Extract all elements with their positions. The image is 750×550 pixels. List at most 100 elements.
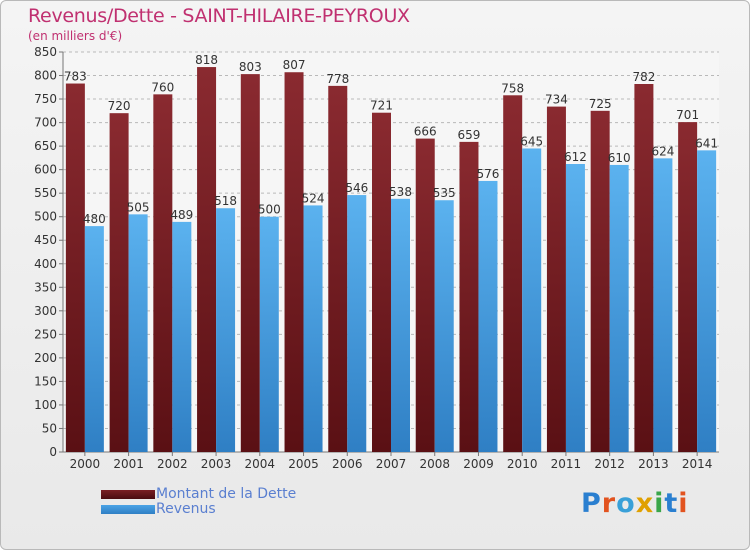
bar-dette xyxy=(153,94,173,453)
data-label-revenus: 645 xyxy=(520,134,543,148)
data-label-revenus: 576 xyxy=(477,167,500,181)
bar-revenus xyxy=(697,150,717,452)
data-label-dette: 701 xyxy=(676,108,699,122)
bar-dette xyxy=(284,72,304,452)
logo-letter: P xyxy=(581,488,602,519)
x-tick-label: 2002 xyxy=(157,457,188,471)
bar-dette xyxy=(240,74,260,452)
y-tick-label: 150 xyxy=(34,374,57,388)
data-label-dette: 778 xyxy=(326,72,349,86)
legend-label-dette: Montant de la Dette xyxy=(156,486,297,502)
data-label-revenus: 612 xyxy=(564,150,587,164)
bar-revenus xyxy=(522,148,542,452)
data-label-revenus: 624 xyxy=(651,144,674,158)
bar-revenus xyxy=(347,195,367,452)
x-tick-label: 2005 xyxy=(288,457,319,471)
x-tick-label: 2008 xyxy=(419,457,450,471)
bar-revenus xyxy=(128,214,148,452)
data-label-dette: 783 xyxy=(64,70,87,84)
legend-swatch-dette xyxy=(101,490,155,499)
logo-letter: r xyxy=(601,488,617,519)
data-label-dette: 807 xyxy=(283,58,306,72)
bar-dette xyxy=(634,84,654,452)
data-label-dette: 734 xyxy=(545,93,568,107)
data-label-revenus: 480 xyxy=(83,212,106,226)
data-label-dette: 659 xyxy=(458,128,481,142)
logo-letter: t xyxy=(664,488,679,519)
bar-dette xyxy=(328,85,348,452)
x-tick-label: 2004 xyxy=(245,457,276,471)
bar-revenus xyxy=(172,221,192,452)
bar-dette xyxy=(415,138,435,452)
y-tick-label: 400 xyxy=(34,257,57,271)
bar-dette xyxy=(503,95,523,452)
data-label-dette: 803 xyxy=(239,60,262,74)
data-label-revenus: 535 xyxy=(433,186,456,200)
bar-revenus xyxy=(609,164,629,453)
x-tick-label: 2012 xyxy=(594,457,625,471)
bar-dette xyxy=(459,141,479,452)
y-tick-label: 750 xyxy=(34,92,57,106)
logo-letter: x xyxy=(635,488,655,519)
bar-dette xyxy=(65,83,85,452)
proxiti-logo: Proxiti xyxy=(581,488,689,519)
x-tick-label: 2014 xyxy=(682,457,713,471)
y-tick-label: 450 xyxy=(34,233,57,247)
x-tick-label: 2010 xyxy=(507,457,538,471)
bar-revenus xyxy=(391,198,410,452)
y-tick-label: 200 xyxy=(34,351,57,365)
x-tick-label: 2011 xyxy=(551,457,582,471)
data-label-dette: 721 xyxy=(370,99,393,113)
x-tick-label: 2000 xyxy=(70,457,101,471)
data-label-revenus: 500 xyxy=(258,203,281,217)
bar-revenus xyxy=(565,164,585,452)
bar-revenus xyxy=(259,216,279,452)
y-tick-label: 300 xyxy=(34,304,57,318)
bar-revenus xyxy=(216,208,236,452)
data-label-revenus: 610 xyxy=(608,151,631,165)
bar-dette xyxy=(590,110,610,452)
data-label-revenus: 524 xyxy=(302,191,325,205)
bar-dette xyxy=(109,113,129,453)
x-tick-label: 2001 xyxy=(113,457,144,471)
legend-swatch-revenus xyxy=(101,505,155,514)
data-label-dette: 758 xyxy=(501,81,524,95)
bar-revenus xyxy=(84,226,104,452)
chart-title: Revenus/Dette - SAINT-HILAIRE-PEYROUX xyxy=(28,5,410,27)
data-label-dette: 720 xyxy=(108,99,131,113)
bar-revenus xyxy=(303,205,323,452)
bar-dette xyxy=(197,67,217,452)
data-label-dette: 782 xyxy=(632,70,655,84)
y-tick-label: 50 xyxy=(42,421,57,435)
y-tick-label: 800 xyxy=(34,69,57,83)
y-tick-label: 500 xyxy=(34,210,57,224)
bar-revenus xyxy=(434,200,454,452)
data-label-revenus: 641 xyxy=(695,136,718,150)
bar-dette xyxy=(372,112,391,453)
chart-subtitle: (en milliers d'€) xyxy=(28,29,123,43)
y-tick-label: 700 xyxy=(34,116,57,130)
data-label-dette: 666 xyxy=(414,125,437,139)
y-tick-label: 650 xyxy=(34,139,57,153)
data-label-revenus: 518 xyxy=(214,194,237,208)
data-label-revenus: 505 xyxy=(127,200,150,214)
logo-letter: o xyxy=(616,488,636,519)
data-label-dette: 760 xyxy=(151,80,174,94)
data-label-dette: 725 xyxy=(589,97,612,111)
logo-letter: i xyxy=(654,488,665,519)
y-tick-label: 600 xyxy=(34,163,57,177)
legend-label-revenus: Revenus xyxy=(156,501,216,517)
bar-dette xyxy=(678,122,698,452)
y-tick-label: 550 xyxy=(34,186,57,200)
x-tick-label: 2009 xyxy=(463,457,494,471)
y-tick-label: 250 xyxy=(34,327,57,341)
bar-revenus xyxy=(478,180,498,453)
x-tick-label: 2003 xyxy=(201,457,232,471)
data-label-revenus: 546 xyxy=(345,181,368,195)
data-label-revenus: 538 xyxy=(389,185,412,199)
y-tick-label: 850 xyxy=(34,45,57,59)
x-tick-label: 2013 xyxy=(638,457,669,471)
y-tick-label: 350 xyxy=(34,280,57,294)
